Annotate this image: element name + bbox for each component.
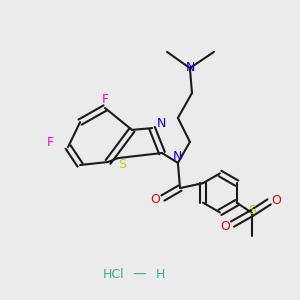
Text: O: O xyxy=(150,193,160,206)
Text: S: S xyxy=(248,203,256,217)
Text: O: O xyxy=(221,220,230,233)
Text: HCl: HCl xyxy=(103,268,125,281)
Text: N: N xyxy=(186,61,196,74)
Text: F: F xyxy=(101,94,109,106)
Text: N: N xyxy=(156,117,166,130)
Text: O: O xyxy=(271,194,281,207)
Text: —: — xyxy=(133,268,146,281)
Text: F: F xyxy=(46,136,54,149)
Text: N: N xyxy=(173,150,183,163)
Text: S: S xyxy=(118,158,126,171)
Text: H: H xyxy=(156,268,165,281)
